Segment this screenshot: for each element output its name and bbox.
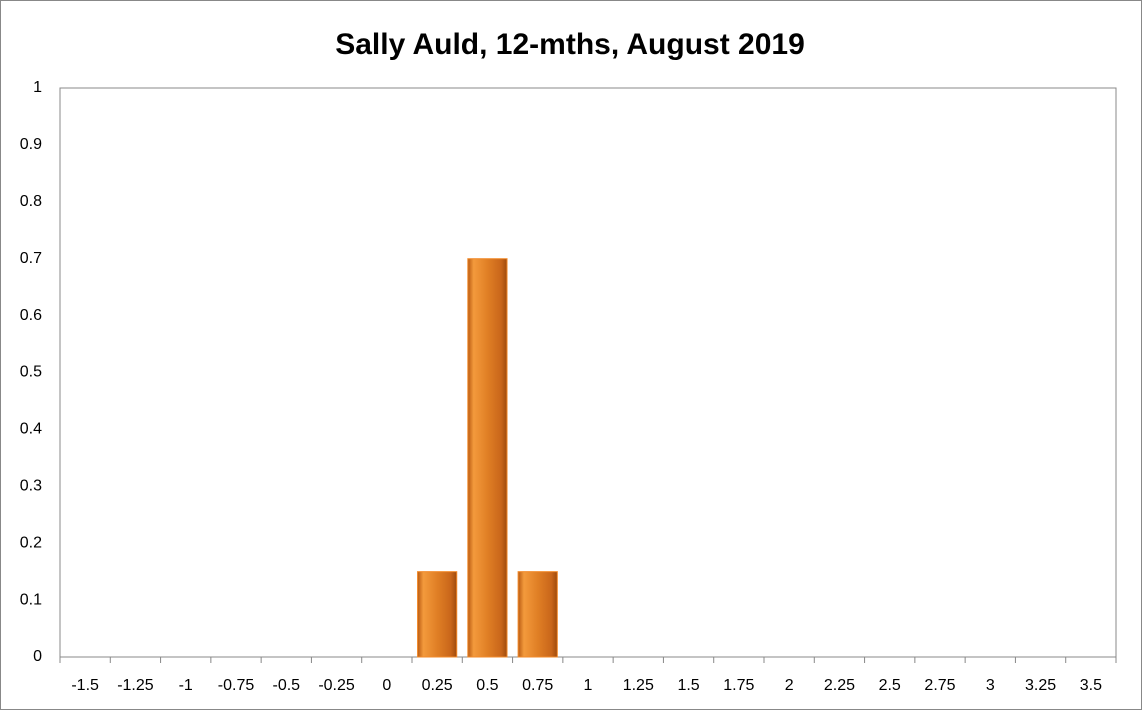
y-tick-label: 0.9: [20, 136, 42, 153]
x-tick-label: -0.25: [318, 677, 355, 694]
x-tick-label: 3.25: [1025, 677, 1056, 694]
x-tick-label: 1.75: [723, 677, 754, 694]
y-tick-label: 0: [33, 648, 42, 665]
y-tick-label: 0.7: [20, 250, 42, 267]
bar: [417, 571, 458, 658]
y-tick-label: 1: [33, 79, 42, 96]
x-tick-label: 2: [785, 677, 794, 694]
y-tick-label: 0.6: [20, 307, 42, 324]
chart-title: Sally Auld, 12-mths, August 2019: [335, 28, 805, 61]
x-tick-label: 1.5: [677, 677, 699, 694]
x-tick-label: 1.25: [623, 677, 654, 694]
x-tick-label: 0: [382, 677, 391, 694]
x-tick-label: 0.75: [522, 677, 553, 694]
bar: [467, 258, 508, 658]
y-tick-label: 0.1: [20, 591, 42, 608]
y-tick-label: 0.8: [20, 193, 42, 210]
x-tick-label: -1.5: [71, 677, 99, 694]
x-tick-label: -1.25: [117, 677, 154, 694]
x-tick-label: 2.5: [879, 677, 901, 694]
x-tick-label: 3.5: [1080, 677, 1102, 694]
x-tick-label: 0.5: [476, 677, 498, 694]
y-tick-label: 0.5: [20, 364, 42, 381]
y-tick-label: 0.2: [20, 534, 42, 551]
x-tick-label: 1: [584, 677, 593, 694]
bar: [517, 571, 558, 658]
y-tick-label: 0.4: [20, 421, 42, 438]
x-tick-label: 3: [986, 677, 995, 694]
x-tick-label: 0.25: [422, 677, 453, 694]
y-tick-label: 0.3: [20, 478, 42, 495]
x-tick-label: -0.5: [272, 677, 300, 694]
x-tick-label: 2.75: [924, 677, 955, 694]
plot-area: [59, 87, 1117, 658]
x-tick-label: -0.75: [218, 677, 255, 694]
x-tick-label: 2.25: [824, 677, 855, 694]
x-tick-label: -1: [179, 677, 193, 694]
